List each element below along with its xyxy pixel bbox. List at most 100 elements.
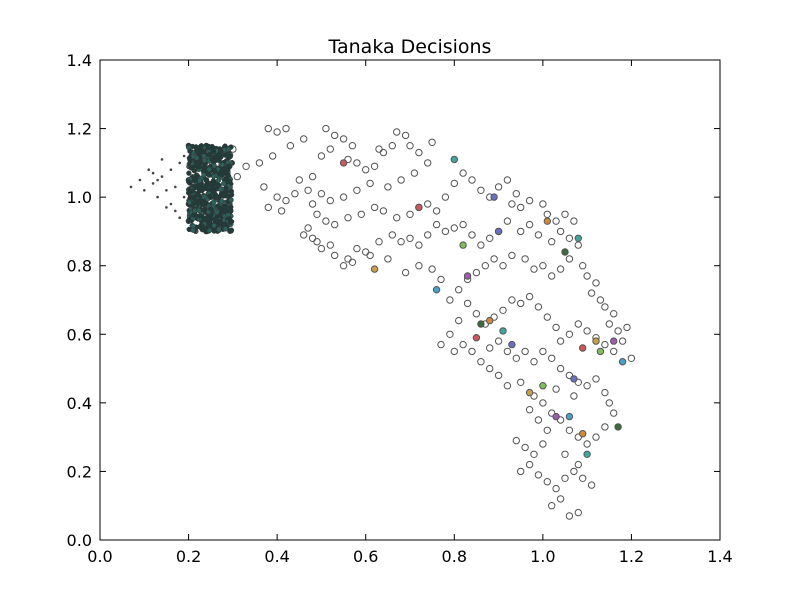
- scatter-point: [242, 162, 250, 171]
- scatter-point: [565, 234, 574, 243]
- scatter-point: [570, 217, 578, 225]
- scatter-point: [233, 172, 242, 181]
- scatter-point: [556, 364, 565, 373]
- dense-cluster-point: [222, 152, 229, 158]
- scatter-point: [428, 265, 436, 273]
- dense-cluster-point: [191, 212, 197, 218]
- scatter-point: [543, 210, 551, 219]
- highlighted-point: [490, 193, 498, 201]
- scatter-point: [587, 481, 596, 489]
- scatter-point: [539, 440, 547, 448]
- dense-cluster-point: [217, 186, 224, 192]
- highlighted-point: [552, 412, 560, 421]
- scatter-point: [539, 200, 547, 208]
- scatter-point: [525, 220, 534, 229]
- scatter-point: [308, 234, 317, 243]
- scatter-point: [393, 128, 401, 136]
- scatter-point: [344, 255, 352, 263]
- scatter-point: [401, 131, 410, 140]
- scatter-point: [605, 399, 613, 407]
- scatter-point: [326, 241, 334, 249]
- scatter-point: [525, 406, 534, 414]
- scatter-point: [264, 124, 272, 133]
- scatter-point: [512, 436, 520, 445]
- scatter-point: [477, 358, 485, 366]
- scatter-point: [565, 330, 574, 338]
- scatter-point: [366, 179, 374, 188]
- scatter-point: [530, 358, 538, 366]
- scatter-point: [463, 299, 472, 308]
- small-dot-point: [178, 161, 181, 165]
- scatter-point: [574, 460, 582, 469]
- dense-cluster-point: [190, 223, 196, 229]
- scatter-point: [499, 306, 507, 314]
- dense-cluster-point: [224, 167, 230, 173]
- dense-cluster-point: [227, 207, 234, 213]
- dense-cluster-point: [222, 204, 228, 211]
- scatter-point: [450, 179, 458, 188]
- dense-cluster-point: [213, 194, 219, 201]
- scatter-point: [486, 344, 494, 352]
- scatter-point: [379, 207, 388, 215]
- y-tick-label: 1.2: [67, 120, 92, 139]
- scatter-point: [623, 323, 631, 332]
- scatter-point: [300, 231, 308, 239]
- scatter-point: [441, 193, 450, 201]
- scatter-point: [397, 238, 405, 246]
- scatter-point: [331, 251, 339, 260]
- highlighted-point: [570, 375, 578, 383]
- dense-cluster-point: [192, 207, 198, 214]
- scatter-point: [556, 227, 565, 236]
- scatter-point: [548, 272, 556, 280]
- scatter-point: [539, 262, 547, 270]
- dense-cluster-point: [186, 170, 192, 176]
- dense-cluster-point: [192, 177, 198, 183]
- dense-cluster-point: [194, 155, 200, 161]
- scatter-point: [424, 159, 432, 167]
- scatter-point: [455, 316, 463, 325]
- small-dot-point: [147, 168, 150, 171]
- scatter-point: [264, 203, 272, 212]
- highlighted-point: [561, 248, 569, 256]
- scatter-point: [273, 193, 281, 201]
- scatter-point: [370, 162, 379, 171]
- scatter-point: [375, 238, 383, 246]
- scatter-point: [574, 320, 582, 328]
- scatter-point: [397, 176, 405, 184]
- scatter-point: [291, 190, 299, 198]
- x-tick-label: 0.0: [87, 547, 112, 566]
- y-tick-label: 0.6: [67, 325, 92, 344]
- scatter-point: [428, 138, 436, 147]
- dense-cluster-point: [207, 217, 213, 223]
- dense-cluster-point: [217, 219, 223, 225]
- small-dot-point: [174, 209, 177, 213]
- dense-cluster-point: [201, 157, 208, 163]
- scatter-point: [415, 148, 423, 157]
- small-dot-point: [156, 195, 159, 199]
- dense-cluster-point: [201, 153, 207, 159]
- highlighted-point: [415, 203, 423, 212]
- dense-cluster-point: [199, 223, 205, 229]
- scatter-point: [499, 262, 507, 270]
- x-tick-label: 0.6: [353, 547, 378, 566]
- scatter-point: [459, 220, 467, 229]
- scatter-point: [477, 186, 485, 195]
- highlighted-point: [579, 344, 587, 352]
- scatter-point: [556, 337, 565, 345]
- highlighted-point: [583, 450, 591, 458]
- dense-cluster-point: [199, 201, 205, 208]
- scatter-point: [583, 272, 591, 280]
- scatter-point: [548, 502, 556, 510]
- x-tick-label: 0.4: [264, 547, 289, 566]
- scatter-point: [579, 474, 587, 482]
- x-axis-ticks: 0.0 0.2 0.4 0.6 0.8 1.0 1.2 1.4: [87, 60, 733, 566]
- scatter-point: [317, 152, 326, 160]
- scatter-point: [432, 220, 441, 229]
- scatter-point: [587, 289, 596, 297]
- small-dot-point: [178, 216, 181, 219]
- scatter-point: [503, 382, 512, 390]
- dense-cluster-point: [194, 200, 200, 206]
- scatter-point: [379, 148, 388, 157]
- scatter-point: [322, 217, 330, 225]
- scatter-point: [269, 152, 277, 160]
